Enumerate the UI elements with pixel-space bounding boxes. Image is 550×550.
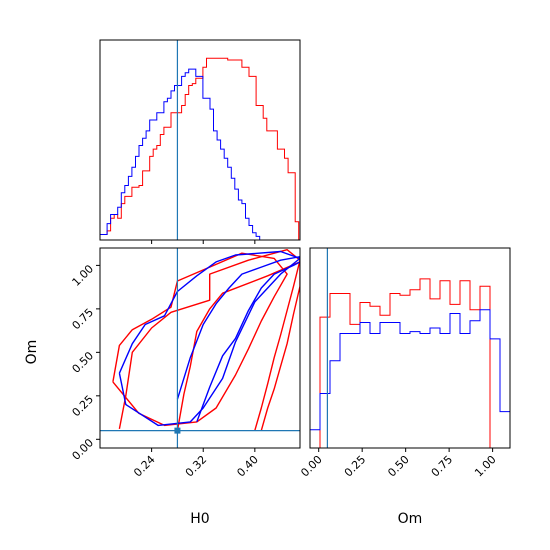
h0-x-tick-label-1: 0.32 — [183, 453, 210, 480]
h0-hist-series-red — [100, 57, 300, 240]
om-vs-h0-contour-blue-0 — [118, 250, 300, 427]
om-x-tick-label-4: 1.00 — [472, 453, 499, 480]
om-x-axis-label: Om — [398, 511, 423, 527]
om-y-tick-label-3: 0.75 — [70, 306, 97, 333]
om-hist-series-blue — [310, 309, 510, 448]
om-hist-series-red — [310, 278, 510, 448]
om-hist-marks — [310, 278, 510, 448]
om-x-tick-label-2: 0.50 — [385, 453, 412, 480]
om-vs-h0-frame — [99, 247, 301, 449]
om-y-tick-label-2: 0.50 — [70, 349, 97, 376]
truth-marker — [174, 427, 181, 434]
h0-hist-frame — [99, 39, 301, 241]
om-vs-h0-contour-blue-2 — [196, 261, 300, 423]
h0-x-tick-label-2: 0.40 — [234, 453, 261, 480]
om-vs-h0-marks — [112, 249, 300, 431]
om-x-tick-label-1: 0.25 — [342, 453, 369, 480]
om-vs-h0-contour-red-1 — [118, 249, 300, 431]
om-x-tick-label-0: 0.00 — [298, 453, 325, 480]
plot-layer: 0.00 0.25 0.50 0.75 1.00 0.24 0.32 0.40 0.00 0.25… — [70, 39, 511, 480]
om-y-axis-label: Om — [24, 340, 40, 365]
om-x-tick-label-3: 0.75 — [429, 453, 456, 480]
om-vs-h0-contour-red-2 — [176, 261, 300, 431]
om-y-tick-label-4: 1.00 — [70, 262, 97, 289]
h0-x-tick-label-0: 0.24 — [131, 453, 158, 480]
h0-hist-series-blue — [100, 68, 299, 240]
om-y-tick-label-1: 0.25 — [70, 393, 97, 420]
h0-hist-marks — [100, 57, 300, 240]
om-hist-frame — [309, 247, 511, 449]
om-y-tick-label-0: 0.00 — [70, 436, 97, 463]
h0-axis-label: H0 — [190, 511, 209, 527]
om-vs-h0-contour-blue-1 — [176, 256, 300, 400]
